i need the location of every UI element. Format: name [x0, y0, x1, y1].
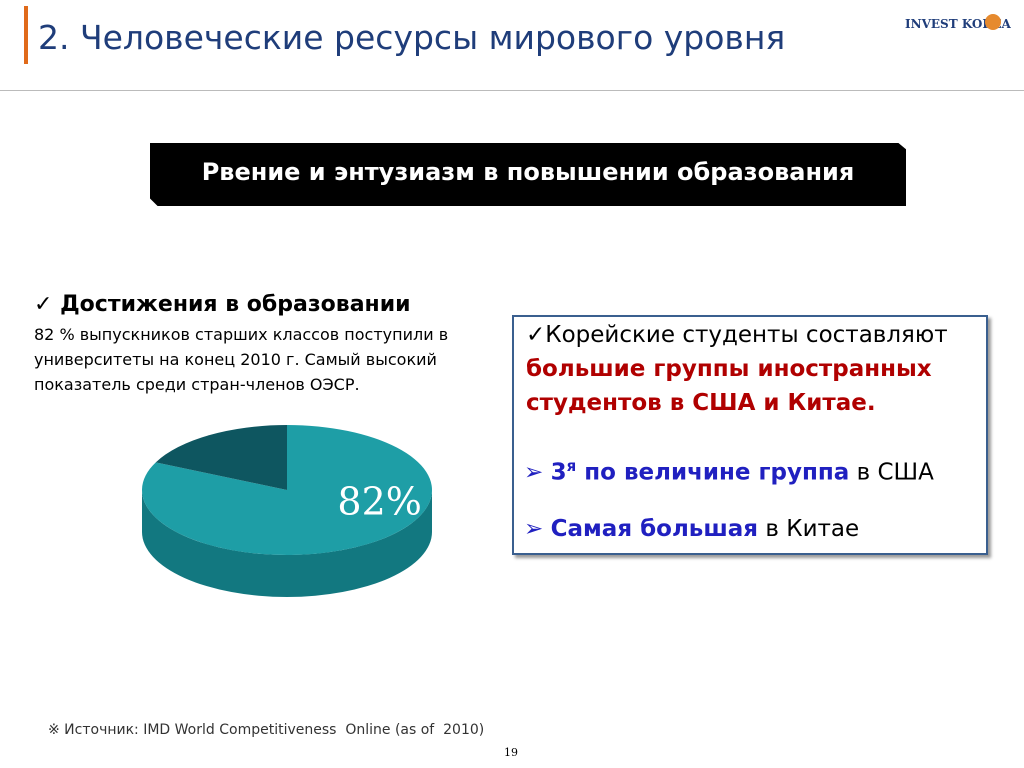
pie-chart: 82% — [142, 425, 432, 597]
bullet-strong: 3 — [550, 459, 567, 486]
title-bar — [24, 6, 28, 64]
banner-text: Рвение и энтузиазм в повышении образован… — [201, 158, 855, 186]
bullet-1: ➢ 3я по величине группа в США — [524, 450, 974, 490]
info-box — [512, 315, 988, 555]
bullet-sup: я — [566, 457, 577, 475]
divider — [0, 90, 1024, 91]
source: ※ Источник: IMD World Competitiveness On… — [48, 722, 485, 738]
bullet-marker: ➢ — [524, 516, 551, 542]
title: 2. Человеческие ресурсы мирового уровня — [38, 18, 786, 57]
pie-side — [142, 490, 432, 597]
bullet-text: в Китае — [758, 516, 860, 542]
bullet-text: в США — [849, 459, 934, 486]
bullet-marker: ➢ — [524, 459, 551, 486]
pie-label: 82% — [337, 480, 421, 524]
bullet-2: ➢ Самая большая в Китае — [524, 516, 974, 542]
banner — [150, 143, 906, 206]
bullet-strong: по величине группа — [576, 459, 850, 486]
info-text: ✓Корейские студенты составляют большие г… — [526, 318, 976, 420]
left-heading: ✓ Достижения в образовании — [34, 292, 411, 317]
pie-slice — [155, 425, 287, 490]
info-highlight: большие группы иностранных студентов в С… — [526, 356, 932, 416]
page-number: 19 — [504, 746, 518, 759]
logo-dot — [985, 14, 1001, 30]
bullet-strong: Самая большая — [550, 516, 759, 542]
left-text: 82 % выпускников старших классов поступи… — [34, 325, 449, 394]
logo: INVEST KOREA — [905, 17, 1011, 31]
info-line: ✓Корейские студенты составляют — [526, 322, 948, 348]
